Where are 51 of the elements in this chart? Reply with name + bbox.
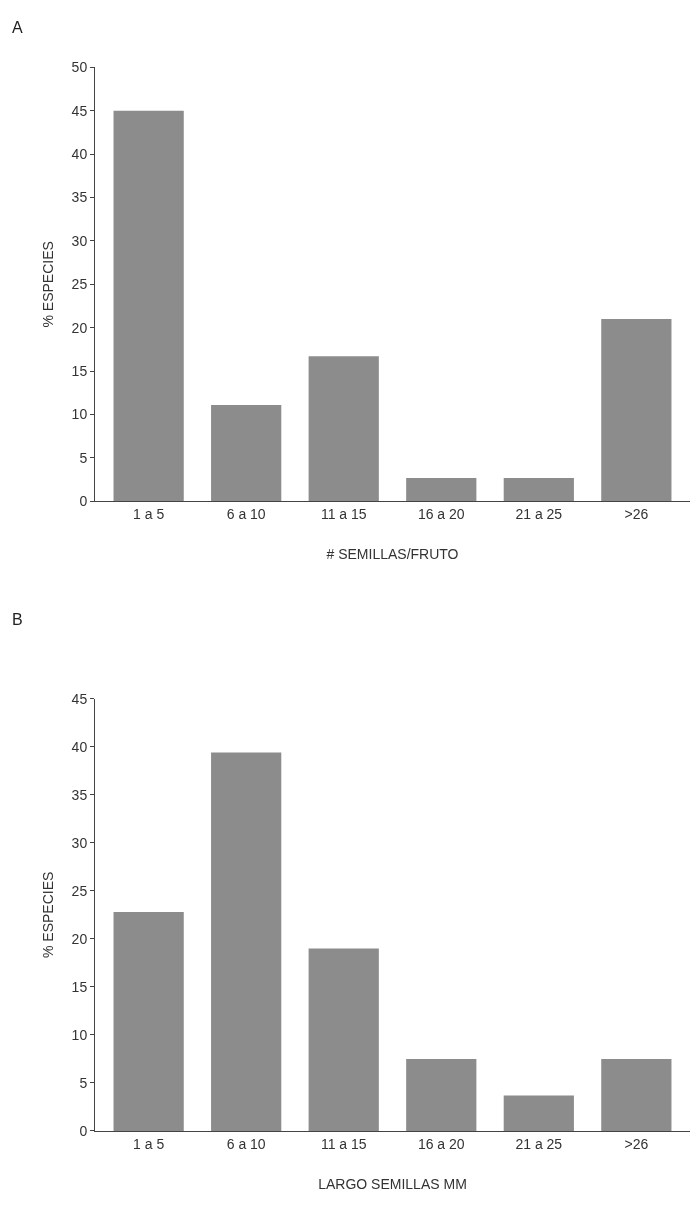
y-tick-label: 15 — [71, 978, 88, 995]
y-tick-label: 40 — [71, 145, 88, 162]
bar — [406, 1058, 477, 1131]
bar — [503, 477, 574, 502]
x-tick-label: 1 a 5 — [133, 506, 165, 523]
x-tick-label: 16 a 20 — [417, 1135, 465, 1152]
y-tick-label: 20 — [71, 319, 88, 336]
bar — [601, 319, 672, 502]
bar — [503, 1095, 574, 1131]
x-tick-label: 16 a 20 — [417, 506, 465, 523]
y-tick-label: 0 — [79, 1122, 88, 1139]
x-tick-label: 21 a 25 — [515, 1135, 563, 1152]
y-axis-title: % ESPECIES — [40, 241, 57, 328]
y-tick-label: 45 — [71, 102, 88, 119]
y-tick-label: 50 — [71, 59, 88, 76]
y-tick-label: 5 — [79, 449, 88, 466]
bar — [601, 1058, 672, 1131]
x-axis-title: LARGO SEMILLAS MM — [318, 1176, 467, 1193]
y-tick-label: 10 — [71, 1026, 88, 1043]
x-axis-title: # SEMILLAS/FRUTO — [326, 546, 459, 563]
y-tick-label: 25 — [71, 276, 88, 293]
bar — [211, 405, 282, 502]
x-tick-label: >26 — [624, 1135, 649, 1152]
x-tick-label: 21 a 25 — [515, 506, 563, 523]
bar — [406, 477, 477, 502]
x-tick-label: 11 a 15 — [320, 1135, 367, 1152]
x-tick-label: 6 a 10 — [226, 1135, 266, 1152]
chart-title: B — [12, 611, 23, 628]
bar — [211, 752, 282, 1131]
y-tick-label: 40 — [71, 738, 88, 755]
y-tick-label: 45 — [71, 690, 88, 707]
y-tick-label: 25 — [71, 882, 88, 899]
x-tick-label: >26 — [624, 506, 649, 523]
chart-title: A — [12, 19, 23, 36]
bar — [113, 911, 184, 1131]
y-tick-label: 15 — [71, 363, 88, 380]
y-tick-label: 0 — [79, 493, 88, 510]
x-tick-label: 6 a 10 — [226, 506, 266, 523]
y-tick-label: 30 — [71, 232, 88, 249]
bar — [113, 110, 184, 502]
x-tick-label: 11 a 15 — [320, 506, 367, 523]
y-tick-label: 35 — [71, 189, 88, 206]
y-tick-label: 35 — [71, 786, 88, 803]
y-tick-label: 10 — [71, 406, 88, 423]
y-tick-label: 30 — [71, 834, 88, 851]
y-tick-label: 20 — [71, 930, 88, 947]
bar — [308, 356, 379, 502]
y-axis-title: % ESPECIES — [40, 871, 57, 959]
y-tick-label: 5 — [79, 1074, 88, 1091]
bar — [308, 948, 379, 1131]
x-tick-label: 1 a 5 — [133, 1135, 165, 1152]
